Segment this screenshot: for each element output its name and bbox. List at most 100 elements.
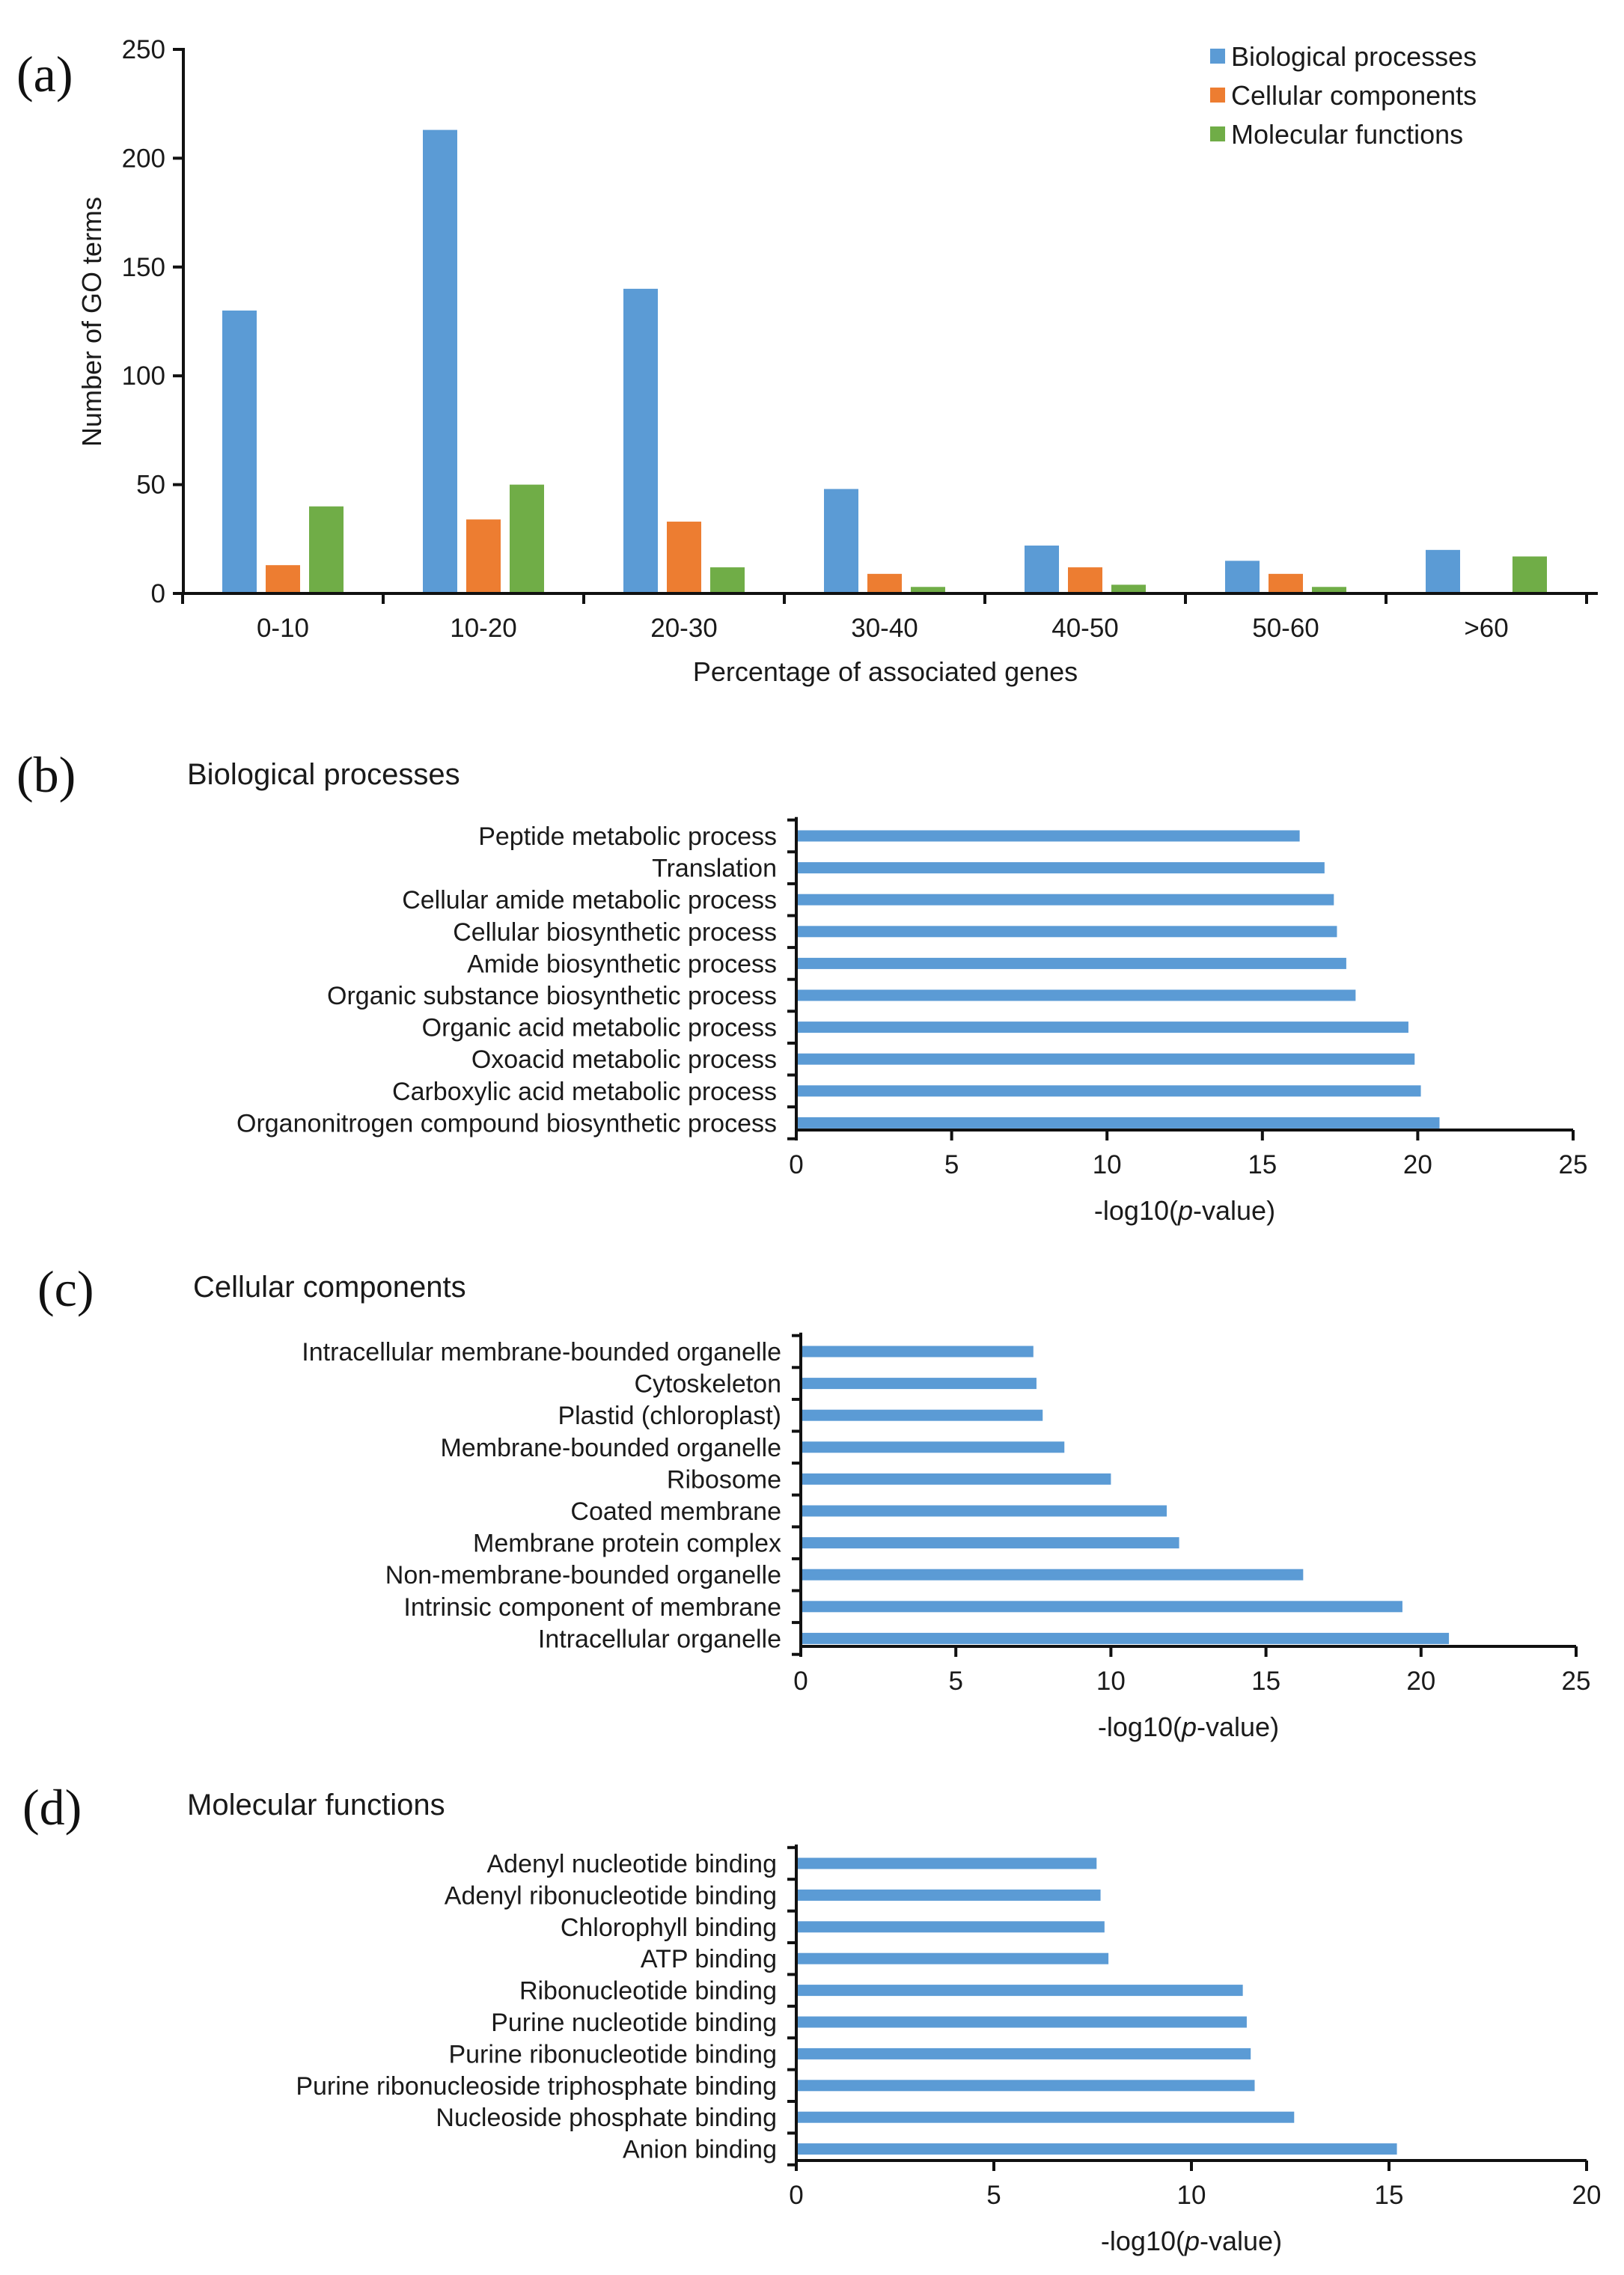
category-label: Anion binding — [623, 2136, 777, 2164]
bar-b-5 — [798, 989, 1356, 1001]
bar-b-1 — [798, 862, 1325, 874]
bar-c-2 — [802, 1409, 1043, 1421]
category-label: Ribosome — [667, 1465, 781, 1494]
category-label: Non-membrane-bounded organelle — [385, 1561, 781, 1590]
panel-letter-c: (c) — [37, 1260, 94, 1317]
legend-swatch — [1210, 88, 1225, 103]
bar-b-8 — [798, 1085, 1421, 1097]
bar-d-8 — [798, 2111, 1295, 2123]
x-tick-label: 15 — [1375, 2181, 1404, 2210]
category-label: Cytoskeleton — [634, 1370, 781, 1399]
x-tick-label: 10 — [1177, 2181, 1206, 2210]
bar-cellular-components-1 — [466, 519, 501, 593]
bar-molecular-functions-2 — [710, 567, 745, 593]
x-tick-label: 15 — [1251, 1667, 1280, 1696]
bar-molecular-functions-6 — [1512, 556, 1547, 593]
bar-d-0 — [798, 1857, 1097, 1869]
bar-b-9 — [798, 1117, 1440, 1129]
bar-c-6 — [802, 1537, 1179, 1549]
bar-d-6 — [798, 2047, 1251, 2059]
x-tick-label: 15 — [1248, 1150, 1277, 1179]
x-tick-label: 10 — [1096, 1667, 1126, 1696]
x-tick-label: 20-30 — [650, 614, 718, 643]
x-tick-label: 20 — [1403, 1150, 1432, 1179]
bar-biological-processes-6 — [1426, 549, 1460, 593]
y-tick-label: 200 — [122, 144, 165, 173]
bar-c-3 — [802, 1441, 1065, 1453]
x-tick-label: 25 — [1559, 1150, 1588, 1179]
category-label: Organonitrogen compound biosynthetic pro… — [236, 1109, 777, 1138]
category-label: Intracellular membrane-bounded organelle — [302, 1338, 781, 1366]
bar-molecular-functions-0 — [309, 506, 344, 593]
bar-biological-processes-1 — [423, 129, 457, 593]
category-label: Coated membrane — [570, 1497, 781, 1526]
category-label: Cellular amide metabolic process — [402, 886, 777, 914]
x-tick-label: 0 — [793, 1667, 808, 1696]
x-tick-label: 5 — [986, 2181, 1001, 2210]
y-tick-label: 250 — [122, 35, 165, 64]
bar-d-2 — [798, 1921, 1105, 1933]
x-tick-label: 50-60 — [1252, 614, 1319, 643]
category-label: Translation — [652, 855, 777, 883]
bar-d-4 — [798, 1985, 1243, 1997]
bar-d-5 — [798, 2016, 1247, 2028]
bar-c-4 — [802, 1473, 1111, 1485]
x-tick-label: 20 — [1572, 2181, 1602, 2210]
category-label: Cellular biosynthetic process — [453, 918, 777, 947]
panel-letter-d: (d) — [22, 1779, 82, 1836]
category-label: Adenyl ribonucleotide binding — [445, 1881, 777, 1910]
x-tick-label: 40-50 — [1051, 614, 1119, 643]
x-tick-label: 10-20 — [450, 614, 517, 643]
category-label: Membrane protein complex — [473, 1530, 781, 1558]
bar-cellular-components-3 — [867, 573, 902, 593]
y-tick-label: 150 — [122, 253, 165, 282]
category-label: Nucleoside phosphate binding — [436, 2104, 777, 2132]
category-label: Plastid (chloroplast) — [558, 1402, 781, 1430]
bar-molecular-functions-5 — [1312, 587, 1346, 593]
bar-biological-processes-2 — [623, 288, 658, 593]
x-axis-title-c: -log10(p-value) — [1098, 1711, 1279, 1742]
category-label: Organic substance biosynthetic process — [327, 982, 777, 1010]
legend-label: Biological processes — [1231, 41, 1477, 72]
x-tick-label: 10 — [1093, 1150, 1122, 1179]
category-label: Intrinsic component of membrane — [403, 1593, 781, 1622]
category-label: Ribonucleotide binding — [519, 1977, 777, 2006]
panel-letter-b: (b) — [16, 746, 76, 803]
category-label: Chlorophyll binding — [561, 1914, 777, 1942]
x-tick-label: >60 — [1464, 614, 1508, 643]
category-label: Oxoacid metabolic process — [471, 1045, 777, 1074]
category-label: Purine ribonucleotide binding — [448, 2040, 777, 2068]
category-label: Carboxylic acid metabolic process — [392, 1078, 777, 1106]
category-label: ATP binding — [641, 1945, 777, 1973]
bar-b-4 — [798, 957, 1346, 969]
legend-swatch — [1210, 49, 1225, 64]
bar-b-6 — [798, 1022, 1408, 1033]
bar-cellular-components-4 — [1068, 567, 1102, 593]
x-tick-label: 30-40 — [851, 614, 918, 643]
category-label: Adenyl nucleotide binding — [486, 1850, 777, 1878]
bar-biological-processes-5 — [1225, 561, 1260, 593]
bar-c-5 — [802, 1505, 1167, 1517]
bar-molecular-functions-3 — [911, 587, 945, 593]
bar-molecular-functions-1 — [510, 484, 544, 593]
bar-c-0 — [802, 1346, 1034, 1358]
bar-d-3 — [798, 1952, 1109, 1964]
y-axis-title: Number of GO terms — [76, 197, 107, 447]
x-tick-label: 20 — [1406, 1667, 1435, 1696]
bar-biological-processes-0 — [222, 310, 257, 593]
panel-letter-a: (a) — [16, 46, 73, 103]
category-label: Purine nucleotide binding — [491, 2009, 777, 2037]
category-label: Amide biosynthetic process — [467, 950, 777, 978]
panel-title-b: Biological processes — [187, 758, 460, 791]
bar-b-2 — [798, 894, 1334, 906]
x-axis-title: Percentage of associated genes — [693, 656, 1078, 687]
panel-title-c: Cellular components — [193, 1271, 466, 1304]
legend-swatch — [1210, 126, 1225, 141]
x-tick-label: 0 — [789, 1150, 803, 1179]
bar-biological-processes-3 — [824, 489, 858, 593]
bar-c-7 — [802, 1569, 1304, 1581]
bar-b-0 — [798, 830, 1300, 842]
bar-b-7 — [798, 1053, 1415, 1065]
bar-d-7 — [798, 2080, 1255, 2092]
